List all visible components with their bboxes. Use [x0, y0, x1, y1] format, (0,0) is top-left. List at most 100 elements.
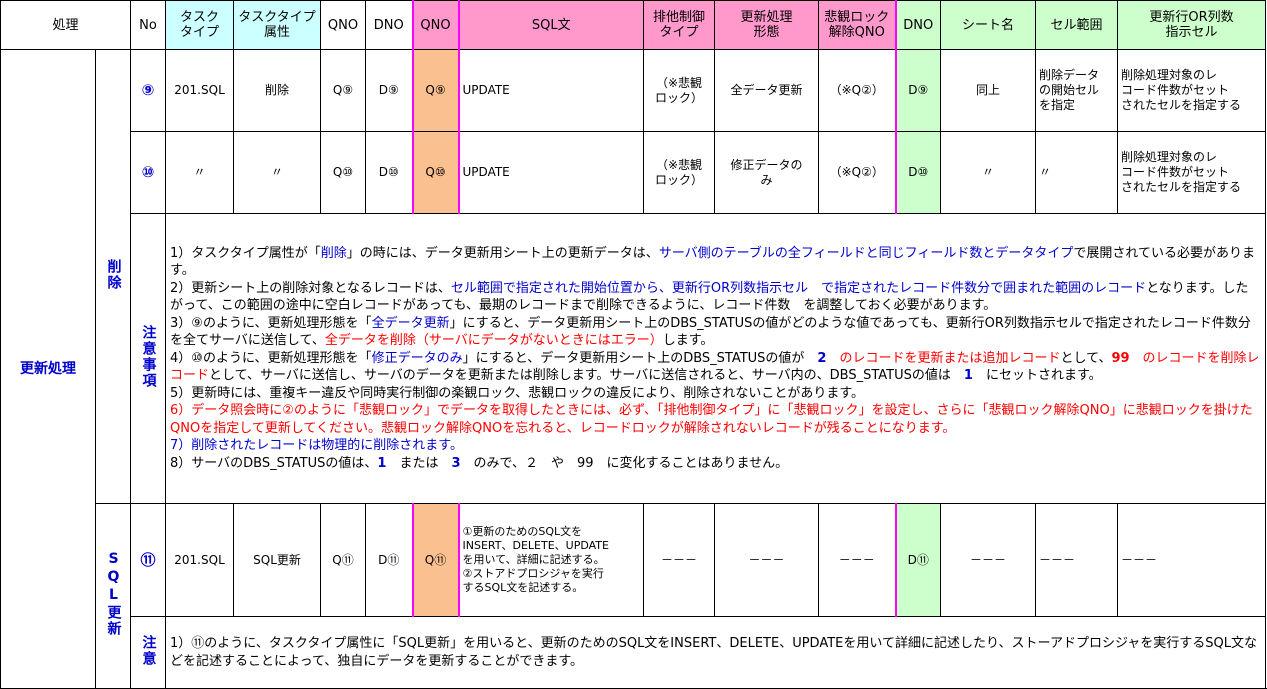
note-item: 3）⑨のように、更新処理形態を「全データ更新」にすると、データ更新用シート上のD… — [170, 315, 1261, 350]
note-text: 削除 — [320, 245, 347, 261]
cell: 201.SQL — [165, 49, 235, 132]
header-cell: DNO — [365, 0, 414, 50]
note-text: 7）削除されたレコードは物理的に削除されます。 — [170, 438, 463, 454]
cell: －－－ — [1035, 503, 1119, 617]
header-cell: シート名 — [940, 0, 1037, 50]
note-text: 」にすると、データ更新用シート上のDBS_STATUSの値がどのような値であって… — [170, 315, 1251, 349]
cell: －－－ — [818, 503, 897, 617]
header-row: 処理 No タスク タイプ タスクタイプ 属性 QNO DNO QNO SQL文… — [0, 0, 1267, 50]
cell: （※Q②） — [818, 49, 897, 132]
note-text: にセットされます。 — [972, 368, 1102, 384]
section-label: 更新処理 — [0, 49, 96, 689]
cell: 削除処理対象のレ コード件数がセット されたセルを指定する — [1117, 131, 1267, 214]
note-item: 6）データ照会時に②のように「悲観ロック」でデータを取得したときには、必ず、「排… — [170, 402, 1261, 437]
note-text: 1）タスクタイプ属性が「 — [170, 245, 321, 261]
cell: 同上 — [940, 49, 1037, 132]
cell: 修正データの み — [714, 131, 820, 214]
cell: 削除データ の開始セル を指定 — [1035, 49, 1119, 132]
note-text: として、 — [1060, 350, 1112, 366]
header-cell: QNO — [320, 0, 367, 50]
header-cell: QNO — [411, 0, 460, 50]
header-cell: セル範囲 — [1035, 0, 1119, 50]
cell: －－－ — [1117, 503, 1267, 617]
cell: 〃 — [233, 131, 322, 214]
note-label: 注意 — [130, 616, 167, 689]
cell: Q⑪ — [320, 503, 367, 617]
cell: D⑩ — [894, 131, 942, 214]
cell: ⑨ — [130, 49, 167, 132]
note-label-text: 注意 — [140, 634, 157, 667]
note-text: 全データ更新 — [371, 315, 450, 331]
note-text: として、サーバに送信し、サーバのデータを更新または削除します。サーバに送信される… — [209, 368, 964, 384]
note-item: 1）⑪のように、タスクタイプ属性に「SQL更新」を用いると、更新のためのSQL文… — [170, 635, 1261, 670]
header-cell: タスク タイプ — [165, 0, 235, 50]
notes: 1）⑪のように、タスクタイプ属性に「SQL更新」を用いると、更新のためのSQL文… — [165, 616, 1267, 689]
header-cell: 排他制御 タイプ — [643, 0, 716, 50]
cell: D⑨ — [894, 49, 942, 132]
note-row: 注意 1）⑪のように、タスクタイプ属性に「SQL更新」を用いると、更新のためのSQ… — [1, 616, 1267, 689]
cell: D⑪ — [365, 503, 414, 617]
header-cell: 更新行OR列数 指示セル — [1117, 0, 1267, 50]
note-text: 99 — [1111, 350, 1130, 366]
cell: UPDATE — [458, 49, 645, 132]
note-label: 注意事項 — [130, 213, 167, 504]
cell: 削除処理対象のレ コード件数がセット されたセルを指定する — [1117, 49, 1267, 132]
note-text: 4）⑩のように、更新処理形態を「 — [170, 350, 372, 366]
data-row: ⑩ 〃〃 Q⑩ D⑩ Q⑩ UPDATE （※悲観 ロック） 修正データの み（※Q②） D⑩ 〃… — [1, 131, 1267, 214]
cell: Q⑩ — [411, 131, 460, 214]
data-row: SQL更新 ⑪ 201.SQL SQL更新 Q⑪ D⑪ Q⑪ ①更新のためのSQL文を INS… — [1, 503, 1267, 689]
note-text: となります。したがって、この範囲の途中に空白レコードがあっても、最期のレコードま… — [170, 280, 1249, 314]
note-item: 8）サーバのDBS_STATUSの値は、1 または 3 のみで、２ や 99 に… — [170, 455, 1261, 473]
cell: Q⑨ — [320, 49, 367, 132]
header-cell: No — [130, 0, 167, 50]
cell: 〃 — [940, 131, 1037, 214]
note-text: のレコードを削除レコード — [170, 350, 1260, 384]
cell: 201.SQL — [165, 503, 235, 617]
note-text: または — [386, 455, 452, 471]
cell: D⑨ — [365, 49, 414, 132]
note-text: 5）更新時には、重複キー違反や同時実行制御の楽観ロック、悲観ロックの違反により、… — [170, 385, 865, 401]
note-item: 4）⑩のように、更新処理形態を「修正データのみ」にすると、データ更新用シート上の… — [170, 350, 1261, 385]
note-text: 6）データ照会時に②のように「悲観ロック」でデータを取得したときには、必ず、「排… — [170, 403, 1253, 436]
cell: （※悲観 ロック） — [643, 131, 716, 214]
note-text: 1）⑪のように、タスクタイプ属性に「SQL更新」を用いると、更新のためのSQL文… — [170, 636, 1258, 669]
cell: SQL更新 — [233, 503, 322, 617]
note-text: 3）⑨のように、更新処理形態を「 — [170, 315, 372, 331]
header-cell: SQL文 — [458, 0, 645, 50]
note-text: 1 — [377, 455, 387, 471]
cell: （※悲観 ロック） — [643, 49, 716, 132]
cell: －－－ — [714, 503, 820, 617]
note-row: 注意事項 1）タスクタイプ属性が「削除」の時には、データ更新用シート上の更新データ… — [1, 213, 1267, 504]
cell: 〃 — [165, 131, 235, 214]
note-text: 3 — [451, 455, 461, 471]
cell: （※Q②） — [818, 131, 897, 214]
cell: －－－ — [940, 503, 1037, 617]
note-text: で展開されている必要があります。 — [170, 245, 1256, 279]
note-text: 2）更新シート上の削除対象となるレコードは、 — [170, 280, 451, 296]
note-text: のレコードを更新または追加レコード — [826, 350, 1061, 366]
header-cell: 悲観ロック 解除QNO — [818, 0, 897, 50]
cell: ①更新のためのSQL文を INSERT、DELETE、UPDATE を用いて、詳… — [458, 503, 645, 617]
cell: ⑩ — [130, 131, 167, 214]
cell: －－－ — [643, 503, 716, 617]
group-label-text: 削除 — [105, 258, 122, 291]
header-cell: DNO — [894, 0, 942, 50]
notes: 1）タスクタイプ属性が「削除」の時には、データ更新用シート上の更新データは、サー… — [165, 213, 1267, 504]
cell: 全データ更新 — [714, 49, 820, 132]
note-item: 5）更新時には、重複キー違反や同時実行制御の楽観ロック、悲観ロックの違反により、… — [170, 385, 1261, 403]
data-row: 更新処理 削除 ⑨ 201.SQL 削除 Q⑨ D⑨ Q⑨ UPDATE （※悲観 ロック） 全デー… — [0, 49, 1267, 689]
note-text: サーバ側のテーブルの全フィールドと同じフィールド数とデータタイプ — [658, 245, 1074, 261]
cell: 削除 — [233, 49, 322, 132]
table-body: 更新処理 削除 ⑨ 201.SQL 削除 Q⑨ D⑨ Q⑨ UPDATE （※悲観 ロック） 全デー… — [0, 49, 1267, 689]
group-label: SQL更新 — [94, 503, 132, 689]
cell: Q⑨ — [411, 49, 460, 132]
cell: D⑪ — [894, 503, 942, 617]
note-text: します。 — [662, 333, 714, 349]
cell: UPDATE — [458, 131, 645, 214]
note-text: セル範囲で指定された開始位置から、更新行OR列数指示セル で指定されたレコード件… — [450, 280, 1147, 296]
cell: ⑪ — [130, 503, 167, 617]
header-cell: 更新処理 形態 — [714, 0, 820, 50]
note-item: 7）削除されたレコードは物理的に削除されます。 — [170, 437, 1261, 455]
